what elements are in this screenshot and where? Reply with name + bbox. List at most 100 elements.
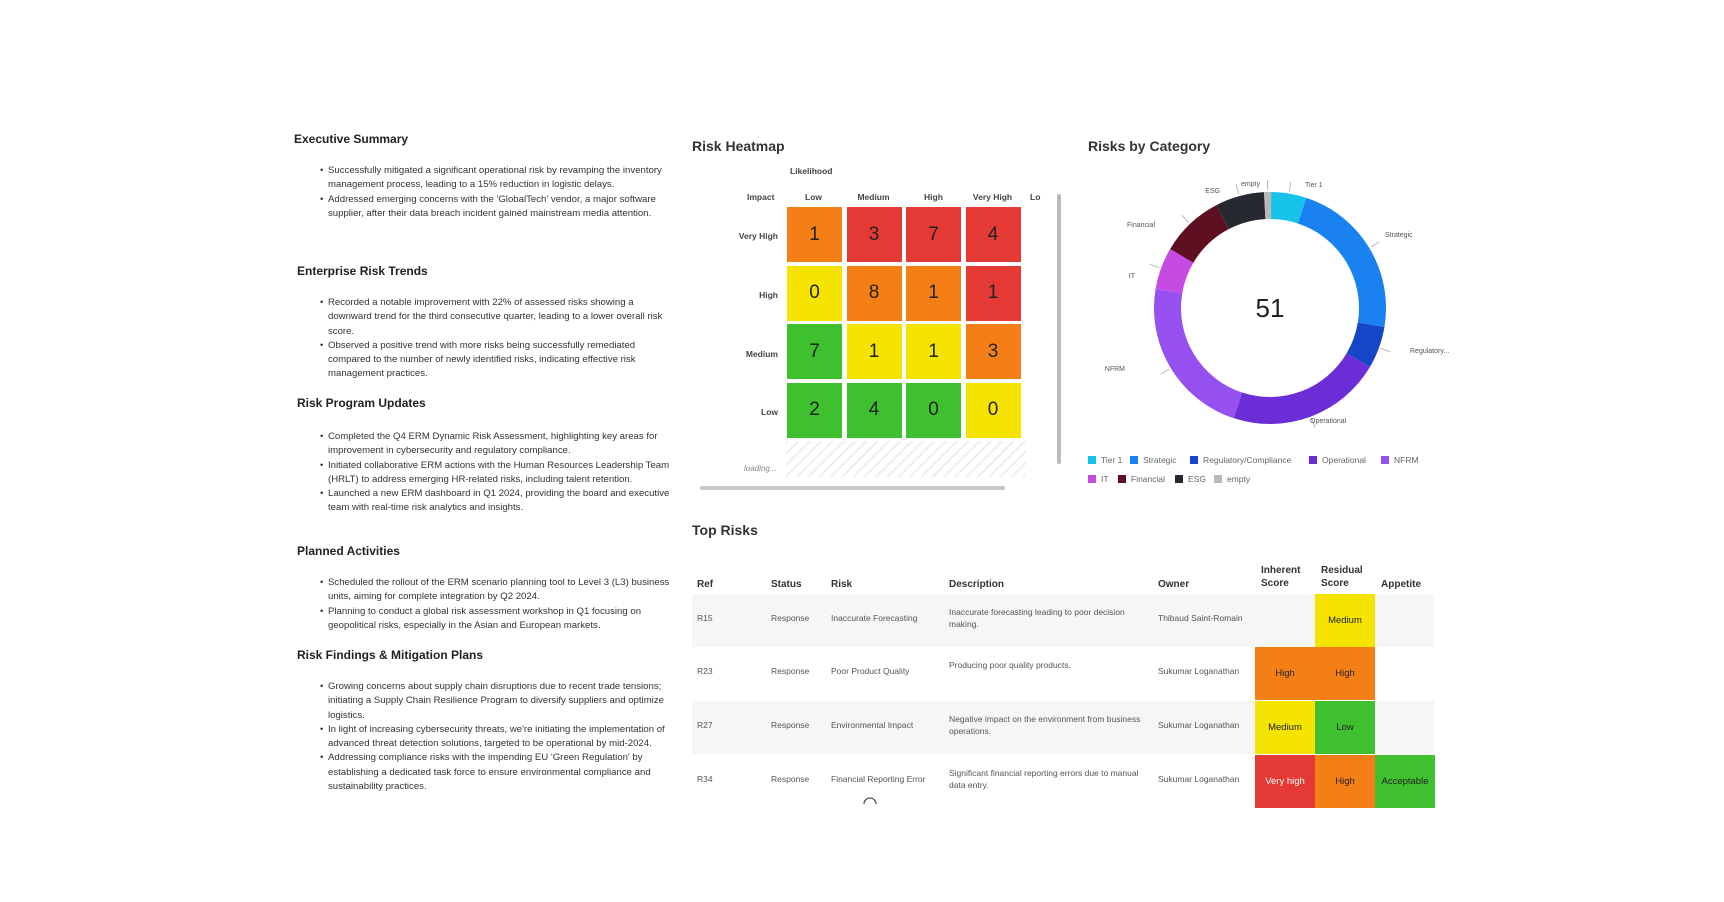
heatmap-cell[interactable]: 3 (965, 324, 1021, 379)
donut-slice[interactable] (1297, 197, 1386, 327)
heatmap-cell[interactable]: 2 (787, 382, 842, 438)
heatmap-cell[interactable]: 7 (906, 207, 961, 262)
cell-appetite (1375, 647, 1435, 700)
donut-slice-label: Operational (1310, 418, 1347, 425)
list-item: Recorded a notable improvement with 22% … (320, 296, 674, 339)
donut-slice[interactable] (1170, 205, 1229, 263)
legend-item[interactable]: Financial (1118, 474, 1165, 484)
cell-residual-score: Low (1315, 701, 1375, 754)
legend-item[interactable]: Strategic (1130, 455, 1177, 465)
heatmap-cell[interactable]: 1 (906, 265, 961, 321)
header-residual-score: Residual Score (1321, 564, 1363, 590)
donut-slice[interactable] (1155, 248, 1194, 294)
section-list: Completed the Q4 ERM Dynamic Risk Assess… (320, 430, 674, 516)
donut-slice[interactable] (1264, 192, 1272, 220)
heatmap-cell[interactable]: 1 (965, 265, 1021, 321)
legend-swatch (1118, 475, 1126, 483)
legend-swatch (1088, 456, 1096, 464)
cell-owner: Sukumar Loganathan (1158, 774, 1240, 784)
donut-slice[interactable] (1270, 192, 1307, 224)
heatmap-cell[interactable]: 8 (846, 265, 902, 321)
legend-item[interactable]: Operational (1309, 455, 1366, 465)
legend-item[interactable]: IT (1088, 474, 1109, 484)
cell-appetite: Acceptable (1375, 755, 1435, 808)
heatmap-col-label: High (924, 192, 943, 202)
cell-risk: Financial Reporting Error (831, 774, 926, 784)
donut-total: 51 (1256, 293, 1285, 323)
donut-slice[interactable] (1216, 192, 1266, 230)
cell-inherent-score: Very high (1255, 755, 1315, 808)
section-title-planned-activities: Planned Activities (297, 544, 400, 558)
header-status: Status (771, 579, 802, 590)
donut-slice-label: ESG (1205, 188, 1220, 195)
heatmap-horizontal-scrollbar[interactable] (700, 486, 1005, 490)
donut-slice-label: Financial (1126, 222, 1155, 229)
donut-slice[interactable] (1154, 289, 1243, 419)
donut-leader-line (1149, 263, 1160, 269)
heatmap-cell[interactable]: 1 (906, 324, 961, 379)
heatmap-title: Risk Heatmap (692, 138, 785, 154)
heatmap-cell[interactable]: 7 (787, 324, 842, 379)
list-item: Growing concerns about supply chain disr… (320, 680, 674, 723)
heatmap-cell[interactable]: 1 (846, 324, 902, 379)
cell-status: Response (771, 774, 810, 784)
donut-leader-line (1370, 241, 1380, 248)
legend-label: Regulatory/Compliance (1203, 455, 1292, 465)
cell-ref: R15 (697, 613, 713, 623)
legend-label: Financial (1131, 474, 1166, 484)
heatmap-loading-text: loading... (744, 464, 777, 473)
list-item: Observed a positive trend with more risk… (320, 339, 674, 382)
list-item: Launched a new ERM dashboard in Q1 2024,… (320, 487, 674, 516)
cell-appetite (1375, 701, 1435, 754)
donut-leader-line (1380, 347, 1391, 353)
cell-owner: Sukumar Loganathan (1158, 720, 1240, 730)
header-inherent-line1: Inherent (1261, 565, 1301, 576)
legend-item[interactable]: ESG (1175, 474, 1206, 484)
heatmap-cell[interactable]: 3 (846, 207, 902, 262)
list-item: Scheduled the rollout of the ERM scenari… (320, 576, 674, 605)
cell-ref: R27 (697, 720, 713, 730)
legend-item[interactable]: Tier 1 (1088, 455, 1122, 465)
cell-status: Response (771, 720, 810, 730)
heatmap-col-label: Medium (857, 192, 890, 202)
heatmap-vertical-scrollbar[interactable] (1057, 194, 1061, 464)
legend-swatch (1175, 475, 1183, 483)
cell-residual-score: High (1315, 755, 1375, 808)
heatmap-cell[interactable]: 1 (787, 207, 842, 262)
list-item: Initiated collaborative ERM actions with… (320, 459, 674, 488)
heatmap-cell[interactable]: 0 (906, 382, 961, 438)
legend-item[interactable]: Regulatory/Compliance (1190, 455, 1291, 465)
table-row[interactable] (692, 594, 1434, 647)
cell-description: Inaccurate forecasting leading to poor d… (949, 607, 1125, 629)
legend-item[interactable]: empty (1214, 474, 1250, 484)
donut-slice-label: Tier 1 (1305, 182, 1323, 189)
legend-swatch (1214, 475, 1222, 483)
cell-status: Response (771, 666, 810, 676)
heatmap-cell[interactable]: 0 (965, 382, 1021, 438)
header-residual-line1: Residual (1321, 565, 1363, 576)
cell-owner: Sukumar Loganathan (1158, 666, 1240, 676)
section-list: Scheduled the rollout of the ERM scenari… (320, 576, 674, 633)
legend-swatch (1088, 475, 1096, 483)
heatmap-y-axis-title: Impact (747, 192, 775, 202)
cell-ref: R23 (697, 666, 713, 676)
cell-residual-score: High (1315, 647, 1375, 700)
legend-label: empty (1227, 474, 1251, 484)
category-chart-title: Risks by Category (1088, 138, 1211, 154)
header-inherent-score: Inherent Score (1261, 564, 1300, 590)
cell-description: Significant financial reporting errors d… (949, 768, 1139, 790)
list-item: Completed the Q4 ERM Dynamic Risk Assess… (320, 430, 674, 459)
heatmap-cell[interactable]: 0 (787, 265, 842, 321)
section-title-risk-program-updates: Risk Program Updates (297, 396, 426, 410)
list-item: Addressing compliance risks with the imp… (320, 751, 674, 794)
section-title-executive-summary: Executive Summary (294, 132, 409, 146)
legend-item[interactable]: NFRM (1381, 455, 1419, 465)
section-list: Recorded a notable improvement with 22% … (320, 296, 674, 382)
heatmap-row-label: Very High (738, 231, 778, 241)
cell-description: Producing poor quality products. (949, 660, 1071, 670)
donut-slice[interactable] (1346, 322, 1385, 368)
donut-slice[interactable] (1233, 353, 1370, 424)
heatmap-cell[interactable]: 4 (846, 382, 902, 438)
header-ref: Ref (697, 579, 714, 590)
heatmap-cell[interactable]: 4 (965, 207, 1021, 262)
